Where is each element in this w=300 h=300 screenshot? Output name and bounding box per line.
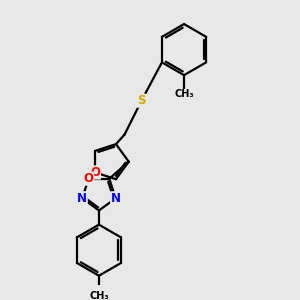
Text: CH₃: CH₃	[174, 89, 194, 99]
Text: N: N	[77, 192, 87, 205]
Text: O: O	[90, 166, 100, 179]
Text: S: S	[137, 94, 146, 107]
Text: CH₃: CH₃	[89, 291, 109, 300]
Text: N: N	[111, 192, 121, 205]
Text: O: O	[84, 172, 94, 185]
